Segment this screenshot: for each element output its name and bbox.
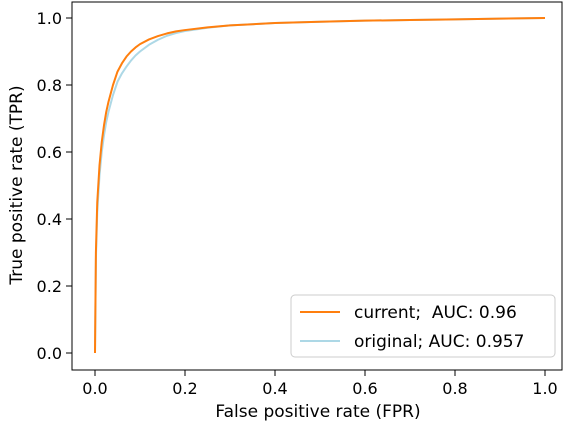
y-tick-label: 0.0 (37, 344, 62, 363)
legend: current; AUC: 0.96 original; AUC: 0.957 (290, 294, 556, 358)
x-axis-ticks: 0.0 0.2 0.4 0.6 0.8 1.0 (82, 370, 558, 398)
y-tick-label: 0.2 (37, 277, 62, 296)
y-axis-label: True positive rate (TPR) (7, 85, 27, 285)
series-line-current (94, 17, 546, 354)
x-tick-label: 0.8 (442, 379, 467, 398)
y-axis-ticks: 0.0 0.2 0.4 0.6 0.8 1.0 (37, 9, 72, 363)
x-tick-label: 0.6 (352, 379, 377, 398)
plot-area (94, 17, 546, 354)
x-axis-label: False positive rate (FPR) (215, 402, 420, 422)
legend-box (290, 294, 556, 358)
axes-frame (71, 1, 563, 371)
x-tick-label: 1.0 (532, 379, 557, 398)
x-tick-label: 0.0 (82, 379, 107, 398)
y-tick-label: 0.8 (37, 76, 62, 95)
y-tick-label: 0.4 (37, 210, 62, 229)
legend-label-original: original; AUC: 0.957 (354, 332, 524, 352)
y-tick-label: 1.0 (37, 9, 62, 28)
legend-label-current: current; AUC: 0.96 (354, 303, 517, 323)
y-tick-label: 0.6 (37, 143, 62, 162)
x-tick-label: 0.4 (262, 379, 287, 398)
x-tick-label: 0.2 (172, 379, 197, 398)
